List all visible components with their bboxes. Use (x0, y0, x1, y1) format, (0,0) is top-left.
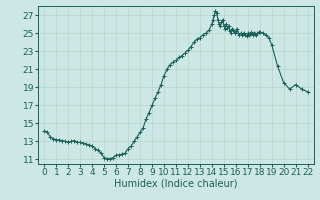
X-axis label: Humidex (Indice chaleur): Humidex (Indice chaleur) (114, 179, 238, 189)
